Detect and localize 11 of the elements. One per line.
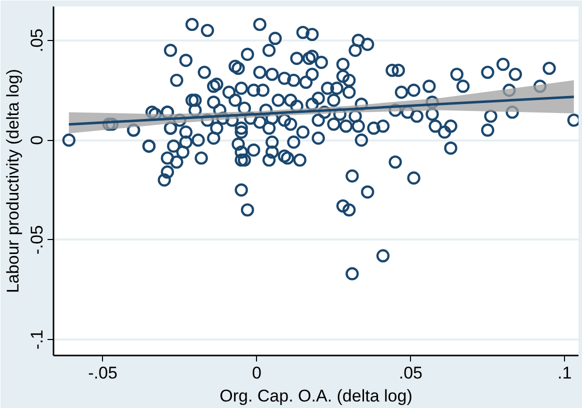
x-axis-title: Org. Cap. O.A. (delta log) <box>220 386 412 406</box>
y-tick-label: .05 <box>28 28 46 52</box>
line-series <box>68 96 576 126</box>
x-tick-label: 0 <box>252 364 262 382</box>
y-tick-label: -.05 <box>28 225 46 254</box>
x-tick-label: .1 <box>558 364 572 382</box>
x-tick-label: .05 <box>398 364 423 382</box>
y-tick-label: 0 <box>28 135 46 145</box>
x-tick-label: -.05 <box>88 364 118 382</box>
y-axis-title: Labour productivity (delta log) <box>4 69 22 293</box>
y-tick-label: -.1 <box>28 330 46 350</box>
